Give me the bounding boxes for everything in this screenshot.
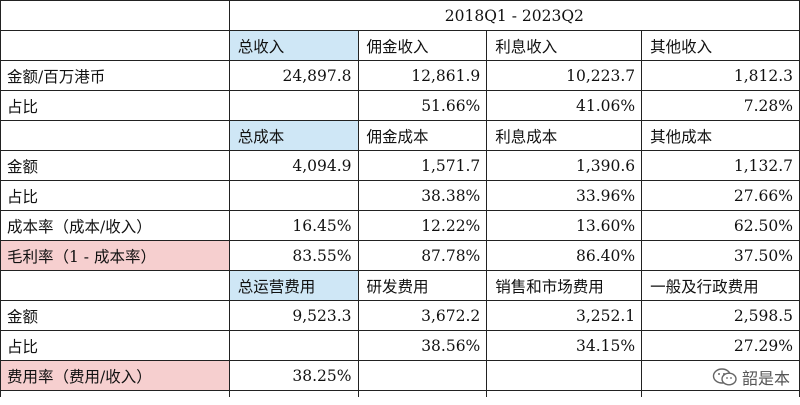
sales-marketing-header: 销售和市场费用	[486, 270, 643, 301]
table-cell: 13.60%	[486, 210, 643, 241]
table-cell	[486, 360, 643, 391]
rnd-expense-header: 研发费用	[357, 270, 488, 301]
table-cell: 24,897.8	[228, 60, 359, 91]
revenue-share-row: 占比 51.66% 41.06% 7.28%	[0, 90, 800, 121]
table-cell: 2,598.5	[641, 300, 800, 331]
empty-cell	[0, 390, 230, 397]
period-title: 2018Q1 - 2023Q2	[228, 0, 800, 31]
watermark: 韶是本	[711, 365, 790, 389]
other-revenue-header: 其他收入	[641, 30, 800, 61]
total-opex-header: 总运营费用	[228, 270, 359, 301]
table-cell: 41.06%	[486, 90, 643, 121]
revenue-amount-row: 金额/百万港币 24,897.8 12,861.9 10,223.7 1,812…	[0, 60, 800, 91]
table-cell: 4,094.9	[228, 150, 359, 181]
table-cell: 12,861.9	[357, 60, 488, 91]
table-cell: 34.15%	[486, 330, 643, 361]
total-revenue-header: 总收入	[228, 30, 359, 61]
row-label: 金额	[0, 300, 230, 331]
corner-cell	[0, 0, 230, 31]
row-label: 费用率（费用/收入）	[0, 360, 230, 391]
table-cell: 27.66%	[641, 180, 800, 211]
empty-cell	[486, 390, 643, 397]
table-cell: 38.38%	[357, 180, 488, 211]
row-label: 成本率（成本/收入）	[0, 210, 230, 241]
table-cell	[357, 360, 488, 391]
table-cell: 27.29%	[641, 330, 800, 361]
gross-margin-row: 毛利率（1 - 成本率） 83.55% 87.78% 86.40% 37.50%	[0, 240, 800, 271]
opex-amount-row: 金额 9,523.3 3,672.2 3,252.1 2,598.5	[0, 300, 800, 331]
interest-revenue-header: 利息收入	[486, 30, 643, 61]
commission-cost-header: 佣金成本	[357, 120, 488, 151]
other-cost-header: 其他成本	[641, 120, 800, 151]
table-cell	[228, 330, 359, 361]
table-cell	[228, 90, 359, 121]
interest-cost-header: 利息成本	[486, 120, 643, 151]
table-cell: 7.28%	[641, 90, 800, 121]
table-cell: 62.50%	[641, 210, 800, 241]
row-label: 金额	[0, 150, 230, 181]
table-cell: 1,132.7	[641, 150, 800, 181]
row-label: 占比	[0, 180, 230, 211]
trailing-row	[0, 390, 800, 397]
row-label: 金额/百万港币	[0, 60, 230, 91]
table-cell: 37.50%	[641, 240, 800, 271]
table-cell: 38.25%	[228, 360, 359, 391]
table-cell: 1,390.6	[486, 150, 643, 181]
table-cell: 33.96%	[486, 180, 643, 211]
wechat-icon	[712, 368, 737, 386]
table-cell: 16.45%	[228, 210, 359, 241]
commission-revenue-header: 佣金收入	[357, 30, 488, 61]
table-cell: 12.22%	[357, 210, 488, 241]
table-cell: 10,223.7	[486, 60, 643, 91]
cost-amount-row: 金额 4,094.9 1,571.7 1,390.6 1,132.7	[0, 150, 800, 181]
table-cell	[228, 180, 359, 211]
row-label: 毛利率（1 - 成本率）	[0, 240, 230, 271]
row-label: 占比	[0, 330, 230, 361]
empty-cell	[357, 390, 488, 397]
expense-rate-row: 费用率（费用/收入） 38.25%	[0, 360, 800, 391]
table-cell: 1,571.7	[357, 150, 488, 181]
empty-cell	[228, 390, 359, 397]
table-cell: 9,523.3	[228, 300, 359, 331]
total-cost-header: 总成本	[228, 120, 359, 151]
table-cell: 51.66%	[357, 90, 488, 121]
table-cell: 1,812.3	[641, 60, 800, 91]
table-cell: 83.55%	[228, 240, 359, 271]
table-cell: 87.78%	[357, 240, 488, 271]
empty-cell	[0, 30, 230, 61]
table-cell: 38.56%	[357, 330, 488, 361]
empty-cell	[0, 120, 230, 151]
empty-cell	[641, 390, 800, 397]
general-admin-header: 一般及行政费用	[641, 270, 800, 301]
table-cell: 3,252.1	[486, 300, 643, 331]
cost-share-row: 占比 38.38% 33.96% 27.66%	[0, 180, 800, 211]
cost-header-row: 总成本 佣金成本 利息成本 其他成本	[0, 120, 800, 151]
row-label: 占比	[0, 90, 230, 121]
opex-share-row: 占比 38.56% 34.15% 27.29%	[0, 330, 800, 361]
table-cell: 86.40%	[486, 240, 643, 271]
empty-cell	[0, 270, 230, 301]
title-row: 2018Q1 - 2023Q2	[0, 0, 800, 31]
table-cell: 3,672.2	[357, 300, 488, 331]
revenue-header-row: 总收入 佣金收入 利息收入 其他收入	[0, 30, 800, 61]
opex-header-row: 总运营费用 研发费用 销售和市场费用 一般及行政费用	[0, 270, 800, 301]
watermark-text: 韶是本	[741, 369, 790, 388]
cost-rate-row: 成本率（成本/收入） 16.45% 12.22% 13.60% 62.50%	[0, 210, 800, 241]
